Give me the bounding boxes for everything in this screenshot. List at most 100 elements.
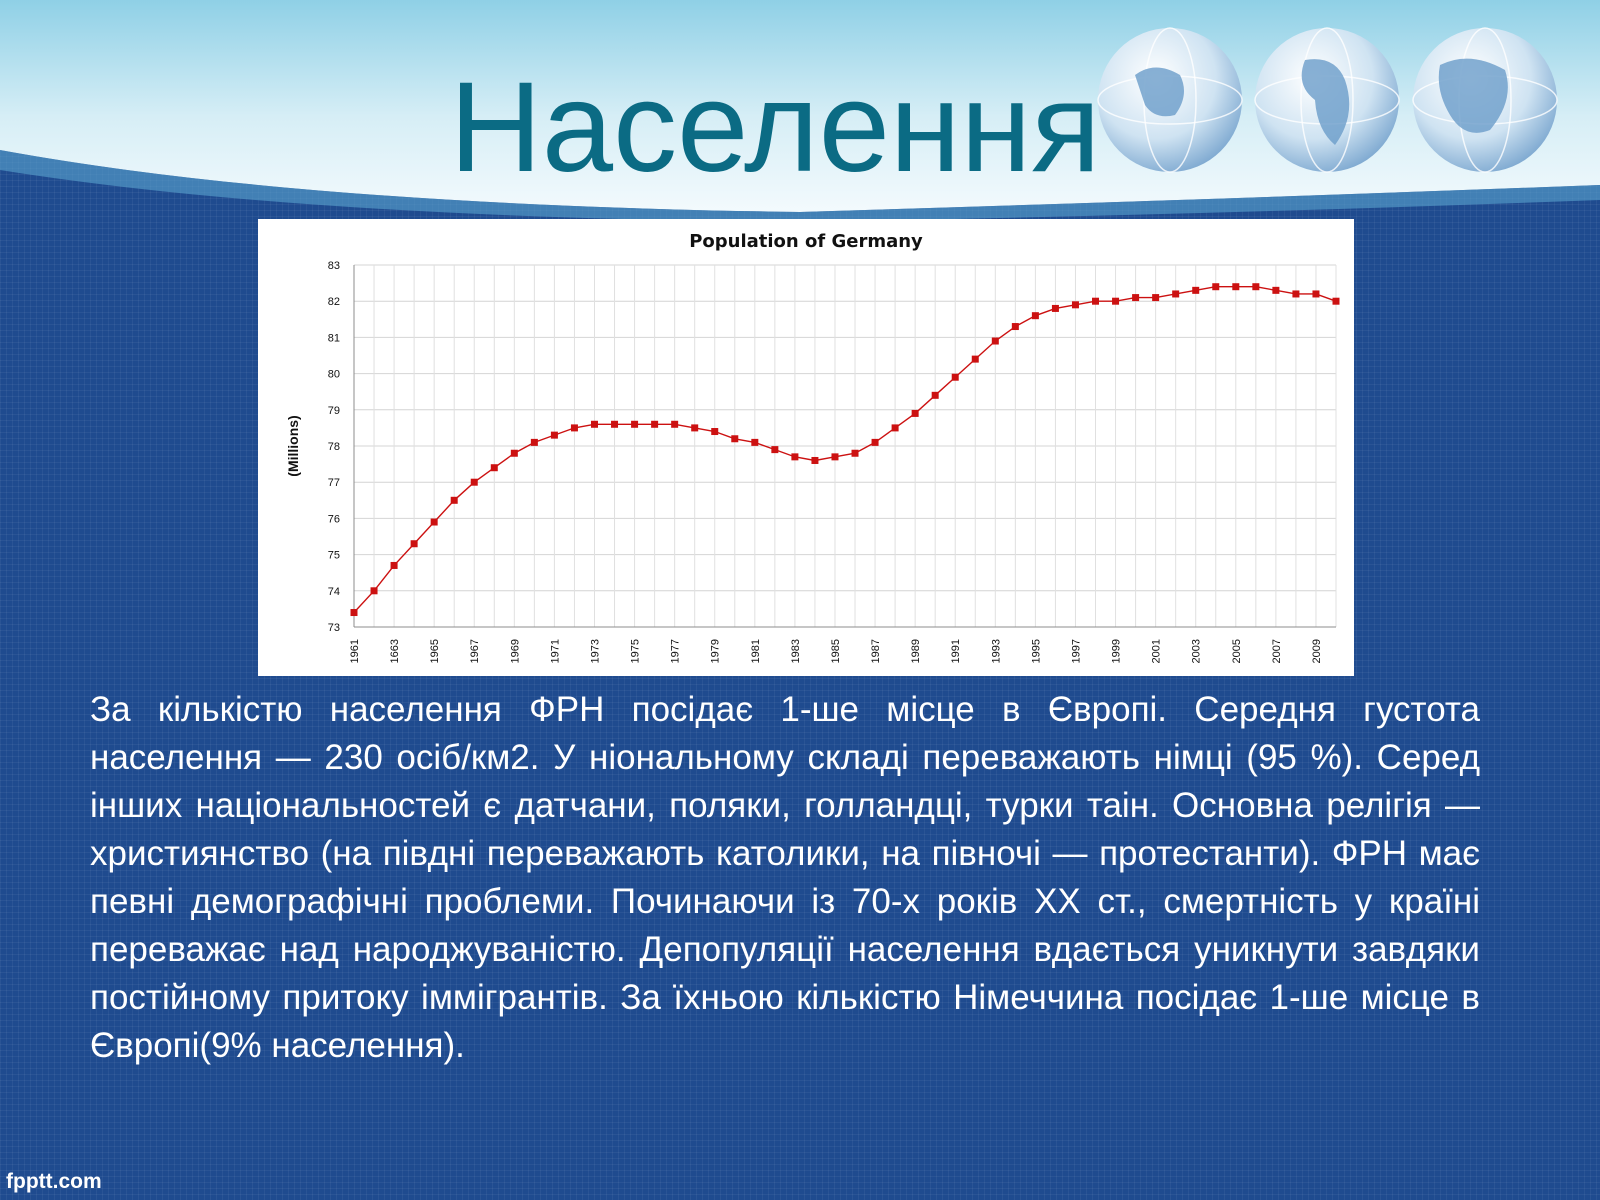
data-point bbox=[1031, 312, 1039, 320]
data-point bbox=[631, 420, 639, 428]
x-tick-label: 2001 bbox=[1151, 639, 1163, 663]
data-point bbox=[691, 424, 699, 432]
x-tick-label: 1977 bbox=[670, 639, 682, 663]
x-tick-label: 1975 bbox=[630, 639, 642, 663]
data-point bbox=[1011, 323, 1019, 331]
y-tick-label: 73 bbox=[328, 622, 340, 634]
data-point bbox=[1172, 290, 1180, 298]
y-tick-label: 75 bbox=[328, 550, 340, 562]
x-tick-label: 2005 bbox=[1231, 639, 1243, 663]
x-tick-label: 2007 bbox=[1271, 639, 1283, 663]
data-point bbox=[931, 391, 939, 399]
y-tick-label: 76 bbox=[328, 513, 340, 525]
x-tick-label: 1985 bbox=[830, 639, 842, 663]
globe-icon bbox=[1097, 27, 1243, 173]
data-point bbox=[611, 420, 619, 428]
data-point bbox=[1232, 283, 1240, 291]
x-tick-label: 1961 bbox=[349, 639, 361, 663]
data-point bbox=[1092, 297, 1100, 305]
data-point bbox=[791, 453, 799, 461]
data-point bbox=[450, 496, 458, 504]
series-line bbox=[353, 286, 1337, 613]
chart-svg: Population of Germany (Millions) 73 74 75 7… bbox=[285, 231, 1340, 663]
x-tick-label: 1973 bbox=[589, 639, 601, 663]
globes-decoration bbox=[1097, 27, 1558, 173]
globe-icon bbox=[1412, 27, 1558, 173]
data-point bbox=[530, 438, 538, 446]
x-tick-label: 1965 bbox=[429, 639, 441, 663]
data-point bbox=[891, 424, 899, 432]
data-point bbox=[350, 609, 358, 617]
footer-brand: fpptt.com bbox=[6, 1170, 102, 1193]
x-tick-label: 1969 bbox=[509, 639, 521, 663]
y-tick-label: 82 bbox=[328, 296, 340, 308]
data-point bbox=[550, 431, 558, 439]
data-point bbox=[1112, 297, 1120, 305]
data-point bbox=[1071, 301, 1079, 309]
data-point bbox=[370, 587, 378, 595]
x-tick-label: 1663 bbox=[389, 639, 401, 663]
data-point bbox=[711, 428, 719, 436]
data-point bbox=[570, 424, 578, 432]
data-point bbox=[871, 438, 879, 446]
data-point bbox=[1292, 290, 1300, 298]
data-point bbox=[470, 478, 478, 486]
population-chart: Population of Germany (Millions) 73 74 75 7… bbox=[258, 219, 1354, 676]
data-point bbox=[1192, 286, 1200, 294]
chart-y-ticks: 73 74 75 76 77 78 79 80 81 82 83 bbox=[328, 260, 340, 634]
data-point bbox=[1051, 304, 1059, 312]
x-tick-label: 1987 bbox=[870, 639, 882, 663]
data-point bbox=[1312, 290, 1320, 298]
x-tick-label: 1967 bbox=[469, 639, 481, 663]
data-point bbox=[1152, 294, 1160, 302]
data-point bbox=[971, 355, 979, 363]
data-point bbox=[410, 540, 418, 548]
x-tick-label: 1999 bbox=[1111, 639, 1123, 663]
x-tick-label: 1989 bbox=[910, 639, 922, 663]
chart-y-axis-label: (Millions) bbox=[285, 415, 301, 476]
data-point bbox=[911, 409, 919, 417]
x-tick-label: 1991 bbox=[950, 639, 962, 663]
slide-title: Населення bbox=[449, 56, 1101, 199]
data-point bbox=[1332, 297, 1340, 305]
y-tick-label: 80 bbox=[328, 369, 340, 381]
chart-x-ticks: 1961 1663 1965 1967 1969 1971 1973 1975 1977 1979… bbox=[349, 639, 1323, 663]
x-tick-label: 1981 bbox=[750, 639, 762, 663]
data-point bbox=[991, 337, 999, 345]
body-paragraph: За кількістю населення ФРН посідає 1-ше … bbox=[90, 690, 1480, 1065]
x-tick-label: 1997 bbox=[1070, 639, 1082, 663]
data-point bbox=[1132, 294, 1140, 302]
chart-grid bbox=[353, 264, 1337, 628]
data-point bbox=[590, 420, 598, 428]
y-tick-label: 74 bbox=[328, 586, 340, 598]
x-tick-label: 1983 bbox=[790, 639, 802, 663]
data-point bbox=[1212, 283, 1220, 291]
data-point bbox=[951, 373, 959, 381]
data-point bbox=[751, 438, 759, 446]
x-tick-label: 2003 bbox=[1191, 639, 1203, 663]
x-tick-label: 1971 bbox=[549, 639, 561, 663]
x-tick-label: 2009 bbox=[1311, 639, 1323, 663]
data-point bbox=[671, 420, 679, 428]
data-point bbox=[651, 420, 659, 428]
data-point bbox=[510, 449, 518, 457]
y-tick-label: 79 bbox=[328, 405, 340, 417]
y-tick-label: 83 bbox=[328, 260, 340, 272]
data-point bbox=[771, 446, 779, 454]
data-point bbox=[731, 435, 739, 443]
data-point bbox=[490, 464, 498, 472]
chart-title: Population of Germany bbox=[689, 231, 923, 252]
data-point bbox=[851, 449, 859, 457]
globe-icon bbox=[1254, 27, 1400, 173]
y-tick-label: 81 bbox=[328, 332, 340, 344]
data-point bbox=[811, 456, 819, 464]
data-point bbox=[430, 518, 438, 526]
x-tick-label: 1995 bbox=[1030, 639, 1042, 663]
data-point bbox=[1272, 286, 1280, 294]
x-tick-label: 1993 bbox=[990, 639, 1002, 663]
data-point bbox=[390, 561, 398, 569]
data-point bbox=[1252, 283, 1260, 291]
y-tick-label: 78 bbox=[328, 441, 340, 453]
chart-series bbox=[350, 283, 1340, 617]
data-point bbox=[831, 453, 839, 461]
